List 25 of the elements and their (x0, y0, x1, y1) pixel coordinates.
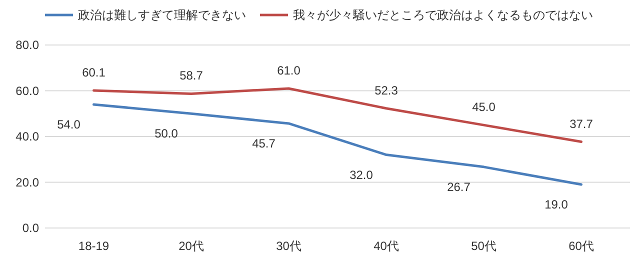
data-label: 37.7 (570, 116, 594, 131)
x-tick-label: 50代 (471, 239, 496, 253)
y-tick-label: 20.0 (16, 175, 40, 190)
x-tick-label: 18-19 (78, 239, 110, 253)
legend-label: 我々が少々騒いだところで政治はよくなるものではない (293, 8, 593, 22)
data-label: 52.3 (374, 83, 398, 98)
x-tick-label: 30代 (276, 239, 302, 253)
x-tick-label: 20代 (178, 239, 204, 253)
legend-label: 政治は難しすぎて理解できない (78, 8, 246, 22)
data-label: 45.0 (472, 100, 496, 114)
y-tick-label: 0.0 (22, 221, 40, 236)
y-tick-label: 80.0 (16, 38, 40, 52)
data-label: 58.7 (180, 68, 204, 83)
x-tick-label: 40代 (374, 239, 399, 253)
data-label: 32.0 (350, 168, 374, 182)
x-tick-label: 60代 (568, 239, 594, 253)
data-label: 45.7 (252, 136, 276, 150)
data-label: 54.0 (57, 117, 81, 132)
data-label: 60.1 (82, 66, 106, 80)
y-tick-label: 60.0 (16, 84, 40, 98)
data-label: 26.7 (447, 180, 471, 194)
data-label: 19.0 (544, 198, 568, 212)
data-label: 61.0 (277, 63, 301, 78)
y-tick-label: 40.0 (16, 130, 40, 144)
data-label: 50.0 (154, 126, 178, 141)
